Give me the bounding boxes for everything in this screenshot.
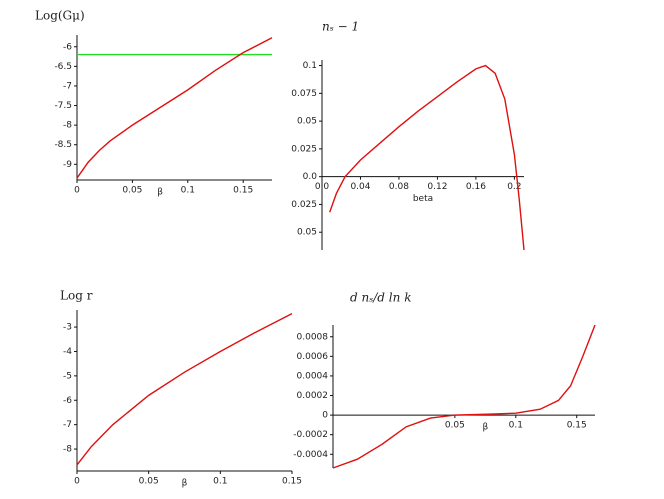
x-tick-label: 0 (74, 477, 80, 487)
x-tick-label: 0.05 (139, 477, 159, 487)
x-axis-label: β (182, 479, 188, 489)
chart-title: Log r (60, 289, 93, 303)
y-tick-label: 0.05 (297, 228, 317, 238)
x-axis-label: beta (413, 194, 433, 204)
y-tick-label: -8.5 (54, 140, 72, 150)
chart-title: Log(Gμ) (35, 9, 85, 23)
y-tick-label: 0.05 (297, 117, 317, 127)
y-tick-label: -7.5 (54, 101, 72, 111)
chart-title: d nₛ/d ln k (350, 291, 411, 305)
x-tick-label: 0.15 (282, 477, 302, 487)
x-tick-label: 0.1 (181, 186, 195, 196)
x-tick-label: 0.12 (427, 182, 447, 192)
y-tick-label: 0.0004 (297, 371, 329, 381)
y-tick-label: 0.025 (291, 144, 317, 154)
x-tick-label: 0.1 (509, 421, 523, 431)
x-tick-label: 0.1 (213, 477, 227, 487)
y-tick-label: 0.0006 (297, 352, 329, 362)
x-tick-label: 0.2 (507, 182, 521, 192)
curve (76, 37, 273, 179)
y-tick-label: -0.0002 (293, 430, 328, 440)
y-tick-label: 0 (322, 411, 328, 421)
y-tick-label: 0.075 (291, 89, 317, 99)
y-tick-label: 0.025 (291, 200, 317, 210)
y-tick-label: -8 (63, 445, 72, 455)
x-tick-label: 0.08 (389, 182, 409, 192)
x-tick-label: 0.16 (466, 182, 486, 192)
y-tick-label: -4 (63, 347, 72, 357)
y-tick-label: -6 (63, 396, 72, 406)
x-axis-label: β (157, 188, 163, 198)
x-tick-label: 0 (74, 186, 80, 196)
y-tick-label: -5 (63, 371, 72, 381)
y-tick-label: 0.0 (303, 172, 318, 182)
y-tick-label: 0.1 (303, 61, 317, 71)
y-tick-label: -0.0004 (293, 450, 328, 460)
chart-title: nₛ − 1 (322, 20, 359, 34)
y-tick-label: -3 (63, 323, 72, 333)
y-tick-label: -6 (63, 42, 72, 52)
curve (76, 313, 293, 466)
y-tick-label: -6.5 (54, 62, 72, 72)
x-axis-label: β (482, 423, 488, 433)
y-tick-label: 0.0008 (297, 332, 329, 342)
y-tick-label: -7 (63, 81, 72, 91)
x-tick-label: 0.05 (122, 186, 142, 196)
y-tick-label: -7 (63, 420, 72, 430)
curve (329, 64, 525, 251)
y-tick-label: -9 (63, 160, 72, 170)
x-tick-label: 0.04 (350, 182, 370, 192)
x-tick-label: 0.0 (315, 182, 330, 192)
x-tick-label: 0.15 (233, 186, 253, 196)
x-tick-label: 0.05 (445, 421, 465, 431)
y-tick-label: 0.0002 (297, 391, 329, 401)
x-tick-label: 0.15 (567, 421, 587, 431)
y-tick-label: -8 (63, 121, 72, 131)
curve (332, 324, 596, 469)
